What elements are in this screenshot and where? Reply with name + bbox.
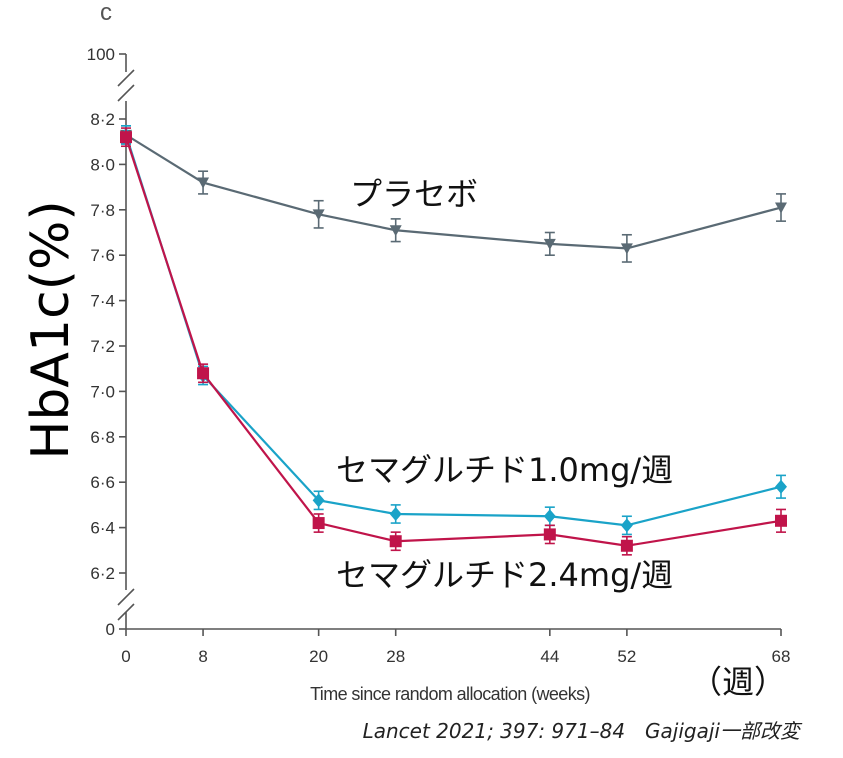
y-axis-break-mark-lower-b <box>117 603 135 621</box>
y-tick-label: 6·4 <box>90 519 115 538</box>
x-axis-label: Time since random allocation (weeks) <box>310 684 590 704</box>
y-axis-ticks: 100 8·2 8·0 7·8 7·6 7·4 7·2 7·0 6·8 6·6 6·4 6·2 0 <box>87 45 126 639</box>
series-label-sema-2-4: セマグルチド2.4mg/週 <box>336 556 673 594</box>
data-point-placebo <box>197 177 210 189</box>
y-tick-label: 7·8 <box>90 201 115 220</box>
y-axis-label-group: HbA1c(%) <box>21 200 81 459</box>
data-point-sema-2-4 <box>620 539 633 552</box>
x-tick-label: 52 <box>617 647 636 666</box>
y-axis-label: HbA1c(%) <box>21 200 81 459</box>
y-tick-label: 7·0 <box>90 382 115 401</box>
data-point-sema-2-4 <box>312 517 325 530</box>
data-point-sema-1-0 <box>389 506 402 521</box>
data-point-sema-2-4 <box>775 514 787 527</box>
y-tick-label: 6·2 <box>90 564 115 583</box>
y-tick-label: 8·2 <box>90 110 115 129</box>
data-point-sema-1-0 <box>543 509 556 524</box>
data-point-placebo <box>312 209 325 221</box>
y-axis-break-mark-upper-a <box>117 69 135 87</box>
y-tick-label: 8·0 <box>90 155 115 174</box>
data-point-sema-2-4 <box>543 528 556 541</box>
series-label-sema-1-0: セマグルチド1.0mg/週 <box>336 451 673 489</box>
axes <box>117 54 781 630</box>
x-axis-ticks: 0 8 20 28 44 52 68 <box>121 629 790 666</box>
series-layer <box>120 125 787 556</box>
y-tick-label: 7·2 <box>90 337 115 356</box>
x-tick-label: 20 <box>309 647 328 666</box>
y-tick-label: 0 <box>106 620 115 639</box>
data-point-sema-2-4 <box>120 131 132 144</box>
y-tick-label: 6·8 <box>90 428 115 447</box>
series-sema-2-4 <box>120 127 787 556</box>
data-point-sema-1-0 <box>312 493 325 508</box>
x-axis-unit-label: （週） <box>690 663 786 701</box>
y-tick-label: 7·6 <box>90 246 115 265</box>
x-tick-label: 44 <box>540 647 559 666</box>
data-point-sema-1-0 <box>775 479 787 494</box>
y-tick-label: 6·6 <box>90 473 115 492</box>
citation: Lancet 2021; 397: 971–84 Gajigaji一部改変 <box>363 719 803 743</box>
y-axis-break-mark-upper-b <box>117 84 135 102</box>
data-point-placebo <box>543 238 556 250</box>
data-point-placebo <box>775 202 787 214</box>
x-tick-label: 0 <box>121 647 130 666</box>
series-label-placebo: プラセボ <box>350 175 478 213</box>
y-tick-label: 7·4 <box>90 292 115 311</box>
data-point-sema-2-4 <box>197 367 210 380</box>
y-axis-break-mark-lower-a <box>117 588 135 606</box>
data-point-sema-1-0 <box>620 518 633 533</box>
x-tick-label: 8 <box>198 647 207 666</box>
data-point-sema-2-4 <box>389 535 402 548</box>
x-tick-label: 28 <box>386 647 405 666</box>
y-tick-label: 100 <box>87 45 115 64</box>
data-point-placebo <box>620 243 633 255</box>
x-tick-label: 68 <box>772 647 791 666</box>
data-point-placebo <box>389 225 402 237</box>
panel-letter: c <box>100 0 112 26</box>
